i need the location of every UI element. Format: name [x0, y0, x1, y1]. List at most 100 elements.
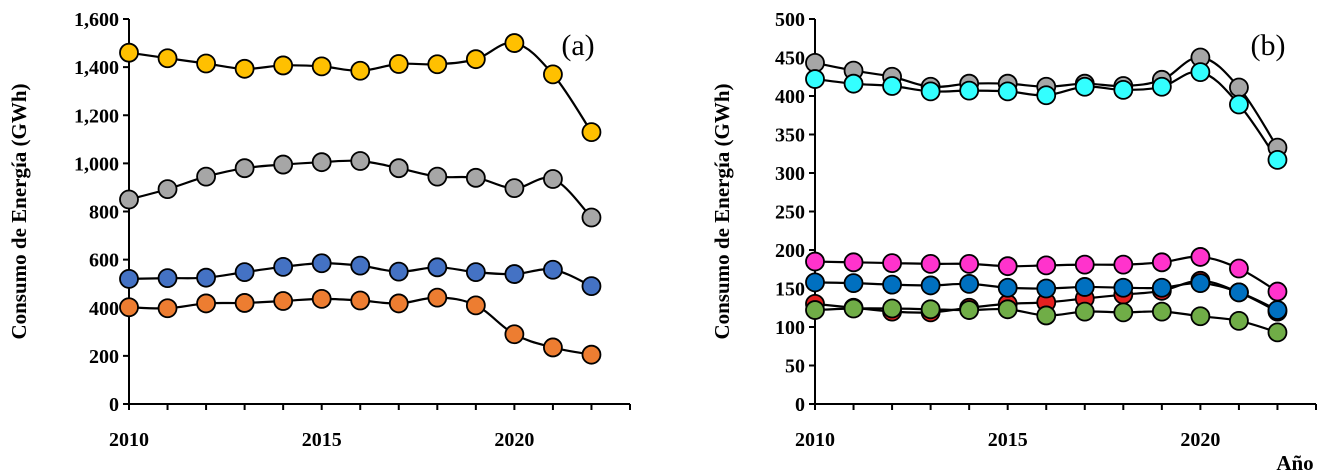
data-point-s2-2017	[1074, 76, 1095, 97]
data-point-s3-2010	[119, 268, 139, 289]
data-point-s5-2013	[920, 275, 941, 296]
data-point-s2-2012	[196, 166, 216, 187]
data-point-s2-2021	[543, 169, 563, 189]
data-point-s3-2016	[1036, 255, 1057, 276]
data-point-s4-2011	[157, 298, 178, 319]
data-point-s3-2021	[1229, 258, 1249, 279]
data-point-s5-2022	[1267, 300, 1288, 320]
data-point-s1-2021	[543, 64, 563, 85]
data-point-s4-2010	[119, 297, 139, 318]
data-point-s6-2018	[1113, 302, 1134, 323]
data-point-s4-2022	[581, 344, 602, 365]
data-point-s4-2019	[465, 295, 486, 316]
panel-label: (a)	[561, 29, 594, 62]
y-tick-label: 150	[775, 279, 805, 301]
x-tick-label: 2015	[302, 429, 342, 451]
data-point-s3-2018	[1113, 254, 1134, 275]
x-tick-label: 2020	[494, 429, 534, 451]
data-point-s3-2020	[504, 264, 525, 284]
data-point-s2-2018	[427, 166, 448, 187]
y-tick-label: 350	[775, 125, 805, 147]
y-tick-label: 100	[775, 317, 805, 339]
data-point-s6-2015	[997, 299, 1018, 320]
data-point-s4-2017	[388, 293, 409, 314]
data-point-s5-2010	[805, 272, 825, 293]
data-point-s5-2020	[1190, 273, 1211, 294]
y-axis-label: Consumo de Energía (GWh)	[710, 83, 734, 339]
y-tick-label: 450	[775, 48, 805, 70]
data-point-s4-2014	[273, 291, 294, 311]
data-point-s4-2013	[234, 293, 255, 313]
data-point-s1-2017	[388, 54, 409, 74]
series-line-1	[128, 41, 593, 133]
chart-panel-b: 0 50 100 150 200 250 300 350 400 450 500 2010 2015 20…	[710, 9, 1317, 475]
data-point-s5-2016	[1036, 278, 1057, 299]
data-point-s2-2015	[997, 81, 1018, 102]
data-point-s6-2022	[1267, 322, 1288, 343]
y-axis-label: Consumo de Energía (GWh)	[7, 83, 31, 339]
y-tick-label: 1,000	[74, 153, 119, 175]
data-point-s2-2014	[273, 154, 294, 175]
data-point-s2-2016	[350, 151, 371, 171]
panel-label: (b)	[1251, 29, 1286, 62]
data-point-s6-2011	[843, 298, 864, 319]
data-point-s6-2013	[920, 299, 941, 320]
y-tick-label: 500	[775, 9, 805, 31]
data-point-s6-2019	[1151, 301, 1172, 322]
data-point-s5-2014	[959, 273, 980, 294]
data-point-s4-2015	[311, 288, 332, 309]
data-point-s3-2013	[920, 253, 941, 274]
data-point-s4-2012	[196, 293, 216, 314]
data-point-s2-2022	[581, 207, 602, 228]
data-point-s3-2013	[234, 262, 255, 283]
y-tick-label: 1,200	[74, 105, 119, 127]
y-tick-label: 200	[89, 346, 119, 368]
data-point-s2-2020	[504, 178, 525, 199]
data-point-s2-2019	[1151, 76, 1172, 97]
data-point-s2-2019	[465, 167, 486, 188]
data-point-s1-2014	[273, 55, 294, 76]
data-point-s2-2013	[234, 158, 255, 179]
data-point-s3-2019	[1151, 252, 1172, 273]
data-point-s4-2016	[350, 290, 371, 311]
data-point-s1-2013	[234, 58, 255, 79]
data-point-s3-2014	[273, 256, 294, 277]
y-tick-label: 1,600	[74, 9, 119, 31]
data-point-s3-2020	[1190, 247, 1211, 267]
data-point-s2-2022	[1267, 150, 1288, 170]
data-point-s2-2014	[959, 80, 980, 101]
data-point-s1-2012	[196, 53, 216, 74]
data-point-s3-2014	[959, 253, 980, 274]
data-point-s3-2019	[465, 262, 486, 283]
x-tick-label: 2015	[988, 429, 1028, 451]
data-point-s5-2021	[1229, 282, 1249, 303]
data-point-s3-2017	[388, 261, 409, 282]
y-tick-label: 300	[775, 163, 805, 185]
data-point-s5-2018	[1113, 277, 1134, 298]
data-point-s5-2015	[997, 277, 1018, 298]
data-point-s3-2022	[1267, 281, 1288, 302]
data-point-s3-2016	[350, 255, 371, 276]
data-point-s3-2010	[805, 251, 825, 272]
data-point-s2-2010	[805, 69, 825, 89]
data-point-s2-2017	[388, 158, 409, 179]
data-point-s2-2020	[1190, 62, 1211, 83]
data-point-s5-2012	[882, 274, 902, 295]
data-point-s3-2021	[543, 259, 563, 280]
data-point-s3-2022	[581, 276, 602, 296]
data-point-s3-2015	[311, 253, 332, 274]
data-point-s6-2014	[959, 300, 980, 320]
y-tick-label: 1,400	[74, 57, 119, 79]
data-point-s6-2017	[1074, 301, 1095, 322]
y-tick-label: 0	[795, 394, 805, 416]
data-point-s3-2018	[427, 257, 448, 278]
data-point-s6-2016	[1036, 305, 1057, 326]
y-tick-label: 50	[785, 356, 805, 378]
data-point-s2-2010	[119, 189, 139, 210]
data-point-s2-2018	[1113, 79, 1134, 100]
data-point-s6-2010	[805, 300, 825, 320]
data-point-s1-2018	[427, 54, 448, 75]
y-tick-label: 0	[109, 394, 119, 416]
data-point-s3-2012	[882, 253, 902, 273]
